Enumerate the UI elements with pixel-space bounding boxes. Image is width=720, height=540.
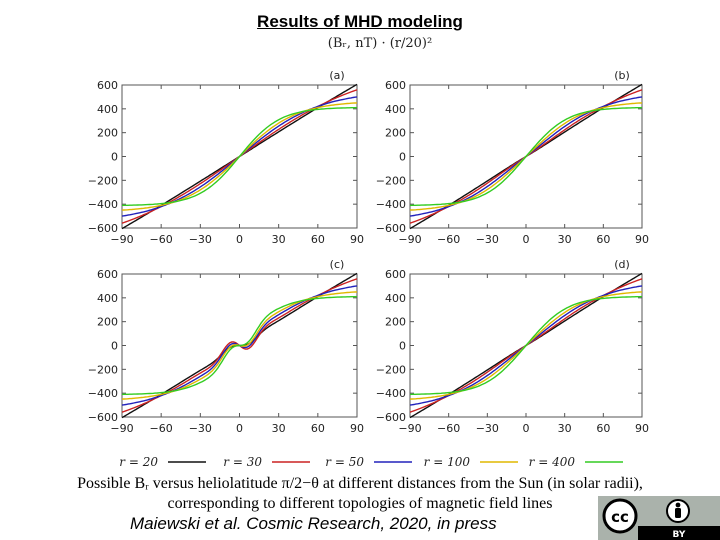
x-tick-label: 90 bbox=[635, 233, 649, 246]
x-tick-label: −60 bbox=[437, 422, 460, 435]
cc-icon bbox=[602, 498, 638, 534]
citation: Maiewski et al. Cosmic Research, 2020, i… bbox=[130, 514, 497, 533]
y-tick-label: 600 bbox=[385, 79, 406, 92]
legend-label: r = 20 bbox=[119, 455, 158, 469]
x-tick-label: −30 bbox=[189, 233, 212, 246]
y-tick-label: −600 bbox=[376, 411, 406, 424]
y-tick-label: 600 bbox=[385, 268, 406, 281]
series-line-r-400 bbox=[409, 295, 643, 396]
y-tick-label: −200 bbox=[88, 174, 118, 187]
x-tick-label: 0 bbox=[236, 233, 243, 246]
y-tick-label: 600 bbox=[97, 268, 118, 281]
series-line-r-400 bbox=[121, 295, 358, 396]
y-tick-label: 400 bbox=[385, 103, 406, 116]
y-tick-label: −200 bbox=[88, 363, 118, 376]
x-tick-label: 60 bbox=[596, 422, 610, 435]
series-line-r-400 bbox=[121, 106, 358, 207]
slide-title: Results of MHD modeling bbox=[257, 12, 463, 31]
units-label: (Bᵣ, nT) · (r/20)² bbox=[327, 36, 433, 51]
y-tick-label: 200 bbox=[385, 316, 406, 329]
by-text: BY bbox=[673, 530, 686, 540]
x-tick-label: −30 bbox=[476, 422, 499, 435]
series-line-r-400 bbox=[409, 106, 643, 207]
y-tick-label: −400 bbox=[88, 198, 118, 211]
x-tick-label: 0 bbox=[523, 233, 530, 246]
y-tick-label: −400 bbox=[376, 387, 406, 400]
x-tick-label: −90 bbox=[398, 233, 421, 246]
y-tick-label: 400 bbox=[97, 103, 118, 116]
x-tick-label: −90 bbox=[398, 422, 421, 435]
license-badge-strip bbox=[638, 526, 720, 540]
x-tick-label: 30 bbox=[272, 233, 286, 246]
y-tick-label: −600 bbox=[88, 222, 118, 235]
y-tick-label: −200 bbox=[376, 174, 406, 187]
y-tick-label: −400 bbox=[88, 387, 118, 400]
y-tick-label: 0 bbox=[111, 340, 118, 353]
legend-label: r = 30 bbox=[223, 455, 262, 469]
x-tick-label: −60 bbox=[437, 233, 460, 246]
y-tick-label: 400 bbox=[385, 292, 406, 305]
caption-line-1: Possible Bᵣ versus heliolatitude π/2−θ a… bbox=[77, 475, 643, 492]
legend-label: r = 50 bbox=[325, 455, 364, 469]
y-tick-label: 600 bbox=[97, 79, 118, 92]
y-tick-label: −600 bbox=[376, 222, 406, 235]
legend-label: r = 400 bbox=[529, 455, 576, 469]
panel-label: (a) bbox=[329, 69, 344, 82]
x-tick-label: 90 bbox=[635, 422, 649, 435]
x-tick-label: 0 bbox=[236, 422, 243, 435]
x-tick-label: 30 bbox=[272, 422, 286, 435]
panel-label: (d) bbox=[614, 258, 630, 271]
y-tick-label: −200 bbox=[376, 363, 406, 376]
x-tick-label: 60 bbox=[596, 233, 610, 246]
x-tick-label: −30 bbox=[476, 233, 499, 246]
y-tick-label: 400 bbox=[97, 292, 118, 305]
x-tick-label: −30 bbox=[189, 422, 212, 435]
y-tick-label: −400 bbox=[376, 198, 406, 211]
caption-line-2: corresponding to different topologies of… bbox=[167, 495, 553, 512]
y-tick-label: 200 bbox=[97, 127, 118, 140]
y-tick-label: 200 bbox=[385, 127, 406, 140]
x-tick-label: −90 bbox=[110, 233, 133, 246]
legend-label: r = 100 bbox=[424, 455, 471, 469]
x-tick-label: −60 bbox=[150, 233, 173, 246]
y-tick-label: −600 bbox=[88, 411, 118, 424]
y-tick-label: 0 bbox=[111, 151, 118, 164]
chart-panel-c: 600 400 200 0 −200 −400 −600−90 −60 −30 0 30 60 90 (c… bbox=[88, 258, 364, 435]
y-tick-label: 200 bbox=[97, 316, 118, 329]
y-tick-label: 0 bbox=[399, 151, 406, 164]
panel-label: (c) bbox=[330, 258, 345, 271]
chart-panel-a: 600 400 200 0 −200 −400 −600−90 −60 −30 0 30 60 90 (a… bbox=[88, 69, 364, 246]
panel-label: (b) bbox=[614, 69, 630, 82]
cc-by-license-badge: cc BY bbox=[598, 496, 720, 540]
cc-icon-text: cc bbox=[611, 508, 629, 526]
caption: Possible Bᵣ versus heliolatitude π/2−θ a… bbox=[0, 474, 720, 514]
x-tick-label: 60 bbox=[311, 233, 325, 246]
x-tick-label: 60 bbox=[311, 422, 325, 435]
x-tick-label: 0 bbox=[523, 422, 530, 435]
x-tick-label: −60 bbox=[150, 422, 173, 435]
x-tick-label: −90 bbox=[110, 422, 133, 435]
x-tick-label: 90 bbox=[350, 422, 364, 435]
x-tick-label: 30 bbox=[558, 233, 572, 246]
chart-panel-d: 600 400 200 0 −200 −400 −600−90 −60 −30 0 30 60 90 (d… bbox=[376, 258, 649, 435]
chart-panel-b: 600 400 200 0 −200 −400 −600−90 −60 −30 0 30 60 90 (b… bbox=[376, 69, 649, 246]
x-tick-label: 90 bbox=[350, 233, 364, 246]
legend: r = 20 r = 30 r = 50 r = 100 r = 400 bbox=[119, 455, 623, 469]
x-tick-label: 30 bbox=[558, 422, 572, 435]
y-tick-label: 0 bbox=[399, 340, 406, 353]
